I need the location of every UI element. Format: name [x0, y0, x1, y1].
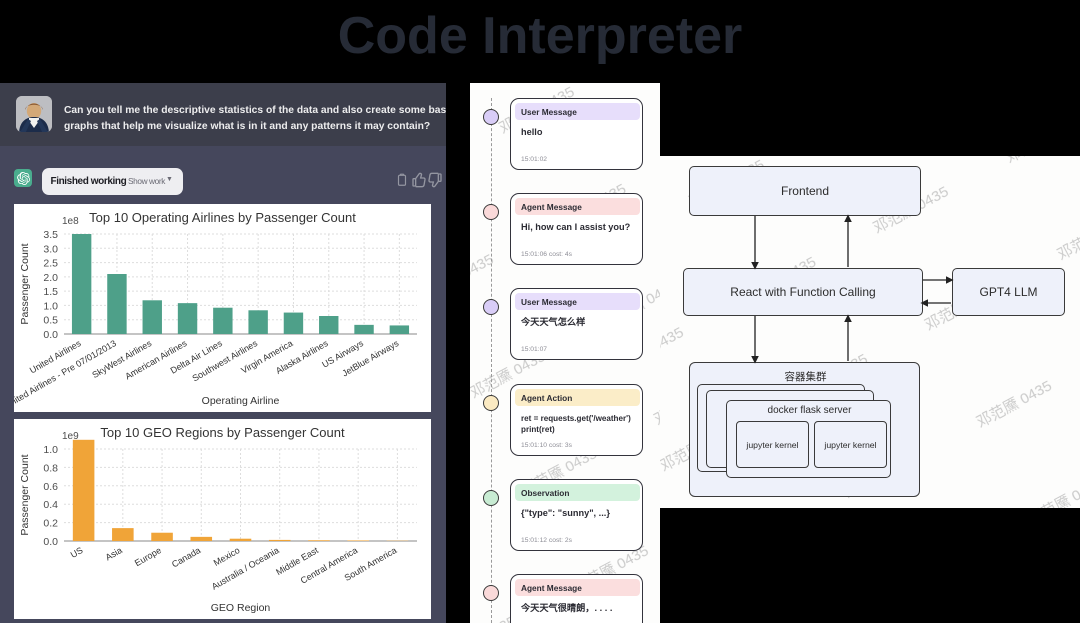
svg-text:1.0: 1.0 [43, 444, 58, 456]
svg-text:1e9: 1e9 [62, 431, 79, 442]
svg-text:GEO Region: GEO Region [211, 602, 271, 614]
svg-text:0.0: 0.0 [43, 329, 58, 341]
svg-text:1.0: 1.0 [43, 300, 58, 312]
svg-text:Passenger Count: Passenger Count [19, 243, 31, 324]
svg-text:2.0: 2.0 [43, 272, 58, 284]
svg-text:0.0: 0.0 [43, 536, 58, 548]
svg-text:3.5: 3.5 [43, 229, 58, 241]
svg-text:Operating Airline: Operating Airline [202, 395, 280, 407]
svg-text:1e8: 1e8 [62, 216, 79, 227]
svg-text:0.4: 0.4 [43, 499, 58, 511]
svg-text:Top 10 Operating Airlines by P: Top 10 Operating Airlines by Passenger C… [89, 210, 356, 225]
svg-text:3.0: 3.0 [43, 243, 58, 255]
svg-text:0.2: 0.2 [43, 518, 58, 530]
svg-text:0.6: 0.6 [43, 481, 58, 493]
svg-text:Passenger Count: Passenger Count [19, 454, 31, 535]
svg-text:Top 10 GEO Regions by Passenge: Top 10 GEO Regions by Passenger Count [100, 425, 345, 440]
svg-text:0.5: 0.5 [43, 315, 58, 327]
svg-text:1.5: 1.5 [43, 286, 58, 298]
svg-text:0.8: 0.8 [43, 462, 58, 474]
svg-text:2.5: 2.5 [43, 258, 58, 270]
